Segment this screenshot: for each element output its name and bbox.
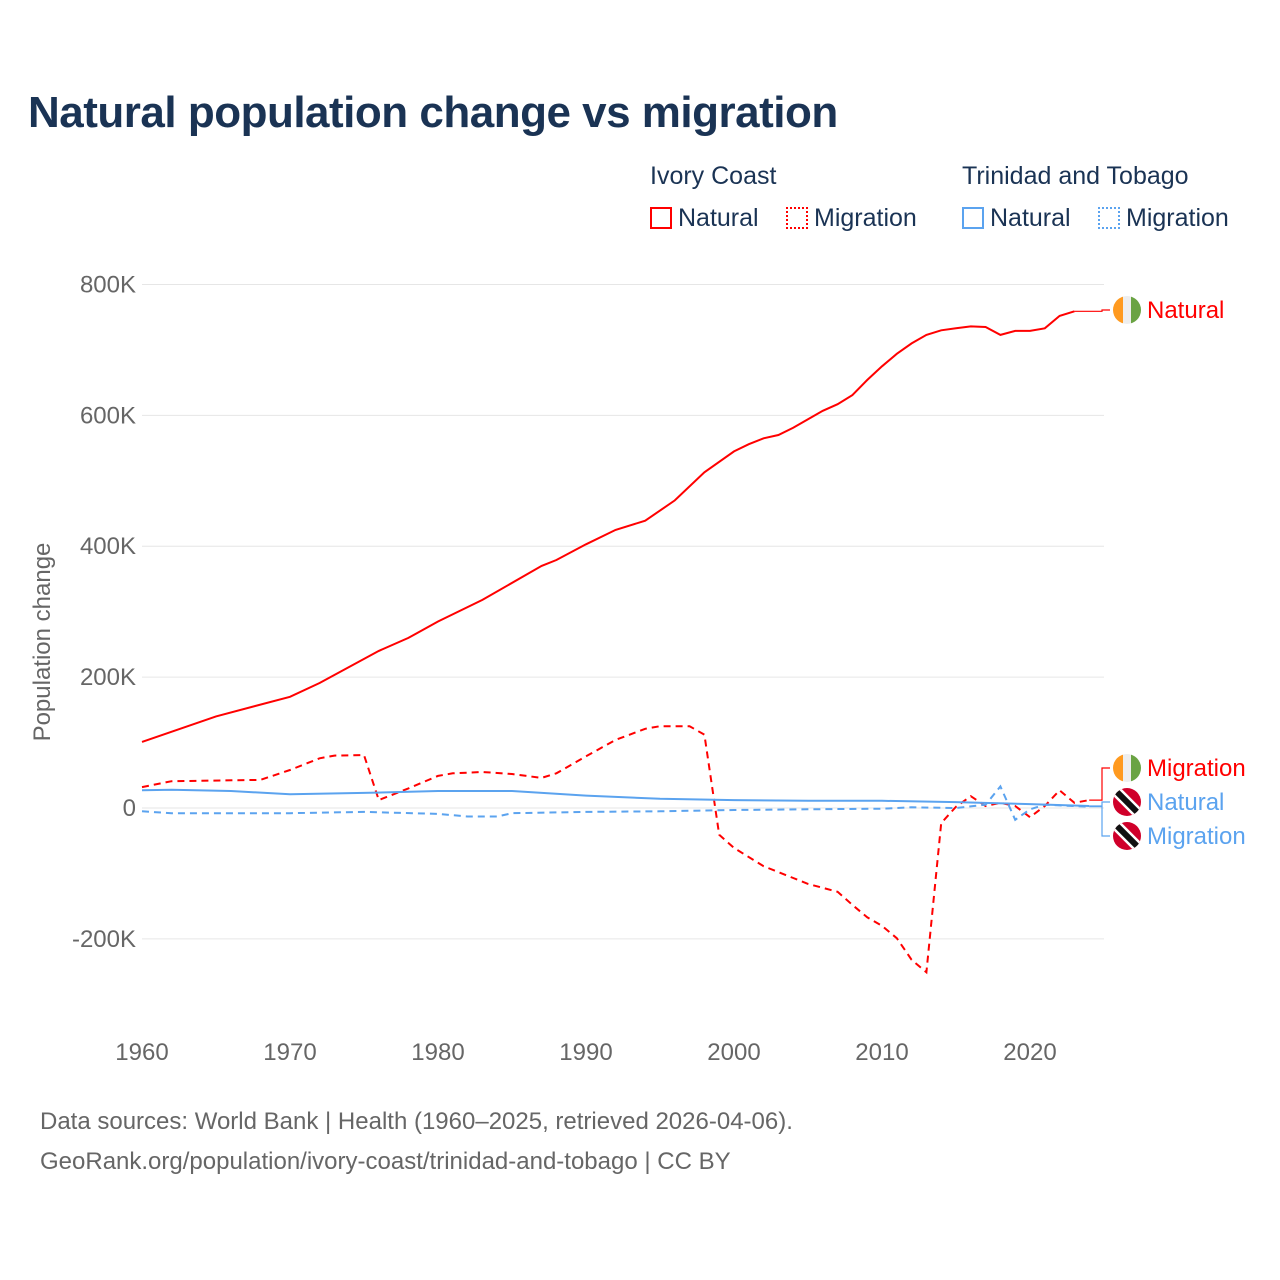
series-line-2[interactable] xyxy=(141,788,1090,807)
y-tick-label: 800K xyxy=(80,271,136,298)
chart-title: Natural population change vs migration xyxy=(28,88,838,137)
series-line-0[interactable] xyxy=(141,310,1075,743)
x-tick-label: 2020 xyxy=(1003,1039,1056,1066)
legend-label: Natural xyxy=(678,204,759,232)
flag-icon xyxy=(1113,822,1141,850)
end-label: Natural xyxy=(1147,297,1224,324)
end-label-connector xyxy=(1074,309,1110,312)
x-tick-label: 1990 xyxy=(559,1039,612,1066)
legend-swatch xyxy=(650,207,672,229)
x-tick-label: 2010 xyxy=(855,1039,908,1066)
y-tick-label: 600K xyxy=(80,402,136,429)
end-label-connector xyxy=(1089,801,1110,807)
y-tick-label: 400K xyxy=(80,533,136,560)
x-tick-label: 1980 xyxy=(411,1039,464,1066)
legend-label: Migration xyxy=(814,204,917,232)
legend-swatch xyxy=(1098,207,1120,229)
y-tick-label: -200K xyxy=(72,926,136,953)
legend-swatch xyxy=(786,207,808,229)
flag-icon xyxy=(1113,788,1141,816)
source-url[interactable]: GeoRank.org/population/ivory-coast/trini… xyxy=(40,1148,731,1175)
y-tick-label: 200K xyxy=(80,664,136,691)
legend-item[interactable]: Natural xyxy=(962,204,1071,233)
x-tick-label: 1970 xyxy=(263,1039,316,1066)
legend-label: Migration xyxy=(1126,204,1229,232)
series-line-3[interactable] xyxy=(141,784,1090,822)
legend-item[interactable]: Migration xyxy=(786,204,917,233)
source-line: Data sources: World Bank | Health (1960–… xyxy=(40,1108,793,1135)
legend-swatch xyxy=(962,207,984,229)
x-tick-label: 1960 xyxy=(115,1039,168,1066)
flag-icon xyxy=(1113,296,1141,324)
flag-icon xyxy=(1113,754,1141,782)
end-label: Migration xyxy=(1147,755,1246,782)
legend-label: Natural xyxy=(990,204,1071,232)
legend-group-title: Trinidad and Tobago xyxy=(962,162,1189,190)
end-label-connector xyxy=(1089,806,1110,837)
legend-group-title: Ivory Coast xyxy=(650,162,777,190)
legend-item[interactable]: Migration xyxy=(1098,204,1229,233)
y-axis-label: Population change xyxy=(29,543,56,742)
x-tick-label: 2000 xyxy=(707,1039,760,1066)
end-label-connector xyxy=(1089,767,1110,801)
legend-item[interactable]: Natural xyxy=(650,204,759,233)
series-line-1[interactable] xyxy=(141,725,1090,975)
end-label: Natural xyxy=(1147,789,1224,816)
y-tick-label: 0 xyxy=(123,795,136,822)
end-label: Migration xyxy=(1147,823,1246,850)
